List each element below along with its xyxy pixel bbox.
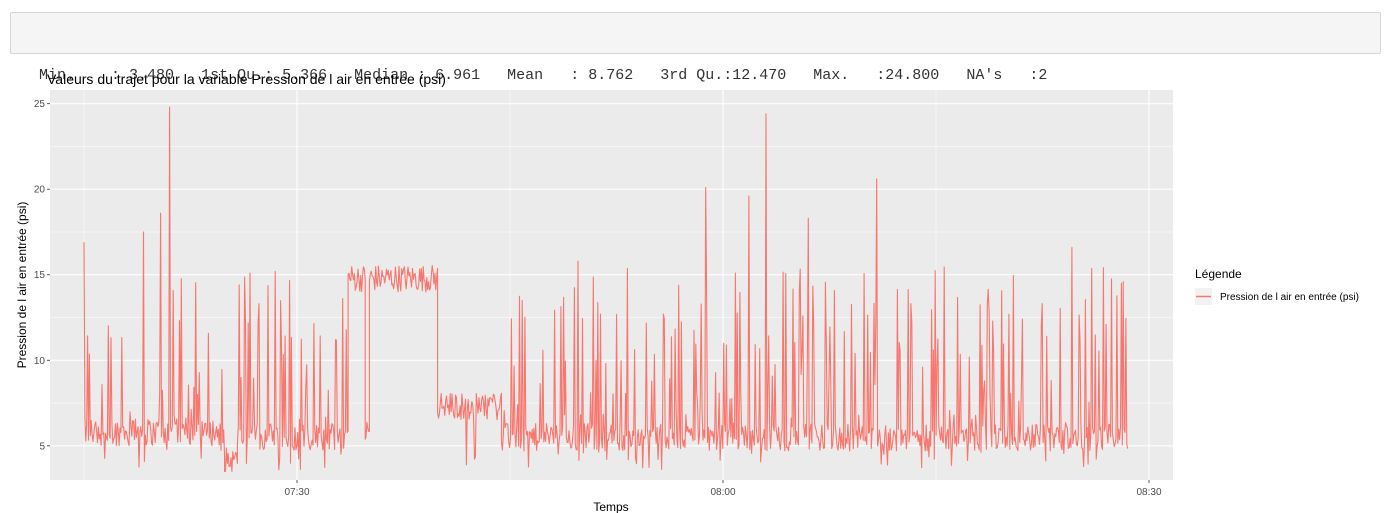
legend-entry-label: Pression de l air en entrée (psi) bbox=[1220, 292, 1359, 303]
y-tick-label: 15 bbox=[34, 270, 46, 281]
y-tick-label: 20 bbox=[34, 185, 46, 196]
y-axis: 5 10 15 20 25 bbox=[34, 99, 50, 452]
summary-statistics: Min. : 3.480 1st Qu.: 5.366 Median : 6.9… bbox=[10, 12, 1381, 84]
x-axis-label: Temps bbox=[593, 500, 628, 513]
series-line bbox=[83, 106, 1129, 472]
summary-na-count: NA's :2 bbox=[966, 67, 1048, 84]
chart: Valeurs du trajet pour la variable Press… bbox=[15, 71, 1359, 513]
summary-mean: Mean : 8.762 bbox=[507, 67, 634, 84]
y-tick-label: 25 bbox=[34, 99, 46, 110]
y-tick-label: 10 bbox=[34, 356, 46, 367]
x-tick-label: 08:30 bbox=[1136, 487, 1161, 498]
series-path bbox=[83, 106, 1129, 472]
legend: Légende Pression de l air en entrée (psi… bbox=[1195, 267, 1359, 305]
summary-max: Max. :24.800 bbox=[813, 67, 940, 84]
x-tick-label: 08:00 bbox=[710, 487, 735, 498]
summary-first-quartile: 1st Qu.: 5.366 bbox=[201, 67, 328, 84]
x-axis: 07:30 08:00 08:30 bbox=[284, 480, 1162, 498]
plot-panel bbox=[50, 90, 1173, 480]
summary-min: Min. : 3.480 bbox=[39, 67, 175, 84]
y-axis-label: Pression de l air en entrée (psi) bbox=[15, 202, 29, 369]
summary-third-quartile: 3rd Qu.:12.470 bbox=[660, 67, 787, 84]
y-tick-label: 5 bbox=[39, 441, 45, 452]
summary-median: Median : 6.961 bbox=[354, 67, 481, 84]
x-tick-label: 07:30 bbox=[284, 487, 309, 498]
legend-title: Légende bbox=[1195, 267, 1242, 281]
chart-title: Valeurs du trajet pour la variable Press… bbox=[47, 71, 446, 87]
